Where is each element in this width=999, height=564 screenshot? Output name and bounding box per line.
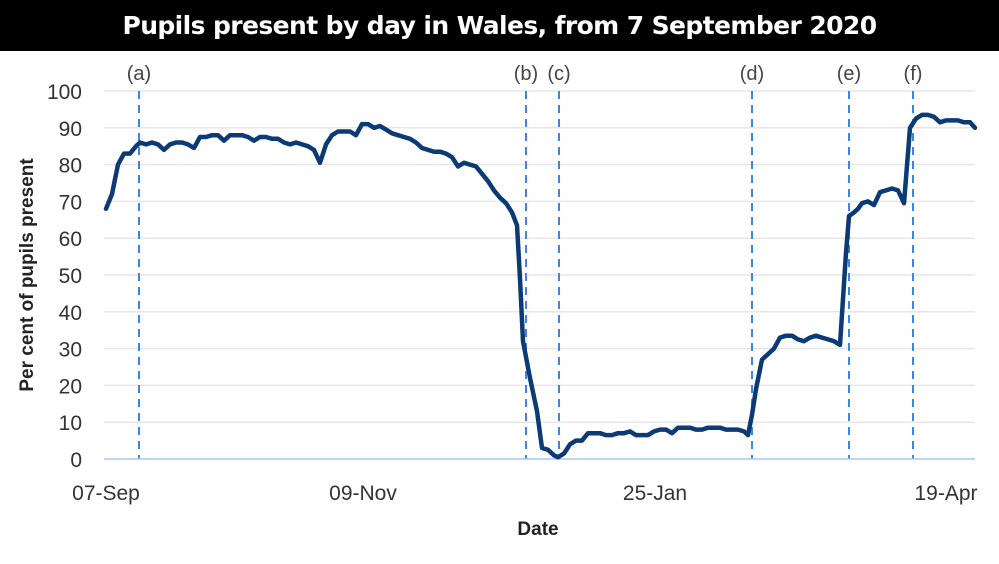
event-label: (a) (127, 63, 151, 85)
line-chart: (a) (b) (c) (d) (e) (f) 0 10 20 30 40 50 60 70 80 90 10… (17, 63, 978, 540)
x-tick-label: 09-Nov (329, 482, 397, 505)
event-label: (f) (904, 63, 923, 85)
event-label: (c) (547, 63, 570, 85)
y-tick-label: 10 (59, 412, 82, 435)
y-axis-ticks: 0 10 20 30 40 50 60 70 80 90 100 (47, 81, 82, 472)
x-axis-label: Date (517, 519, 558, 540)
y-tick-label: 20 (59, 375, 82, 398)
event-label: (d) (740, 63, 764, 85)
y-tick-label: 30 (59, 339, 82, 362)
y-tick-label: 100 (47, 81, 82, 104)
y-tick-label: 60 (59, 228, 82, 251)
attendance-line (103, 112, 978, 460)
x-tick-label: 19-Apr (914, 482, 977, 505)
event-label: (e) (837, 63, 861, 85)
y-tick-label: 40 (59, 302, 82, 325)
y-tick-label: 70 (59, 191, 82, 214)
event-label: (b) (514, 63, 538, 85)
x-tick-label: 25-Jan (623, 482, 687, 505)
y-axis-label: Per cent of pupils present (17, 158, 38, 392)
y-tick-label: 80 (59, 155, 82, 178)
gridlines (104, 90, 975, 423)
event-markers: (a) (b) (c) (d) (e) (f) (127, 63, 923, 459)
y-tick-label: 90 (59, 118, 82, 141)
x-axis-ticks: 07-Sep 09-Nov 25-Jan 19-Apr (72, 482, 977, 505)
y-tick-label: 50 (59, 265, 82, 288)
x-tick-label: 07-Sep (72, 482, 140, 505)
y-tick-label: 0 (70, 449, 82, 472)
chart-title: Pupils present by day in Wales, from 7 S… (0, 0, 999, 51)
